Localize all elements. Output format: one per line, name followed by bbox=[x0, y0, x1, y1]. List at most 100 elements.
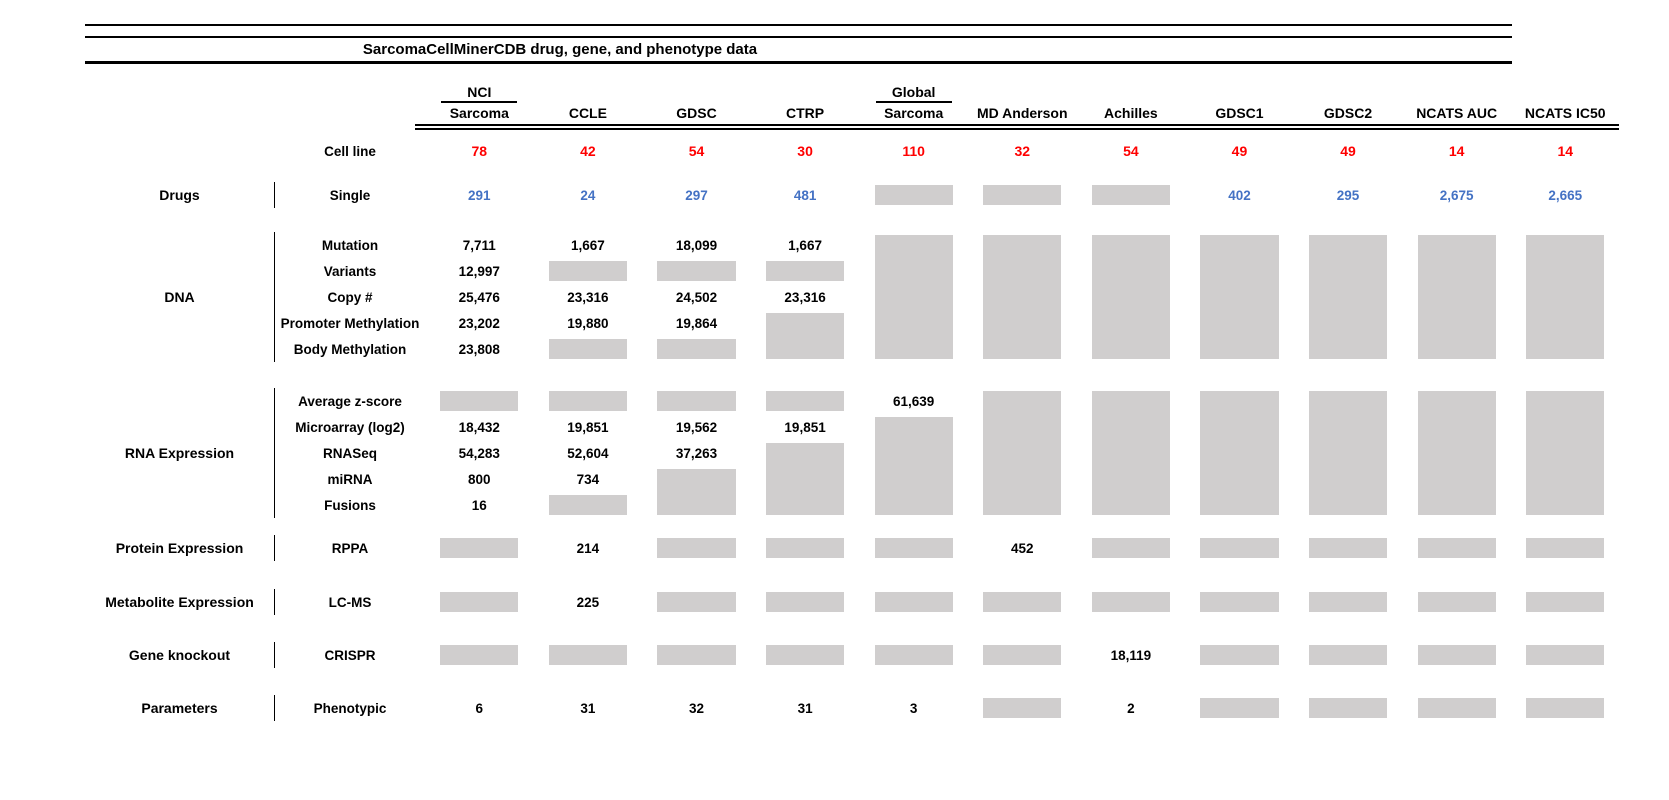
section: RNA Expression Average z-score Microarray … bbox=[85, 388, 1669, 518]
category-label: Drugs bbox=[85, 182, 275, 208]
missing-data-box bbox=[1200, 538, 1279, 558]
column-header-label: NCATS AUC bbox=[1416, 105, 1498, 121]
data-value: 23,202 bbox=[458, 315, 500, 331]
data-value: 24,502 bbox=[675, 289, 718, 305]
row-label: Mutation bbox=[321, 237, 379, 253]
missing-data-box bbox=[1091, 391, 1170, 515]
missing-data-box bbox=[1526, 645, 1605, 665]
column-header: NCATS IC50 bbox=[1511, 105, 1620, 124]
data-value: 402 bbox=[1228, 187, 1251, 203]
missing-data-box bbox=[1308, 391, 1388, 515]
data-value: 2 bbox=[1127, 700, 1135, 716]
missing-data-box bbox=[657, 339, 736, 359]
data-value: 16 bbox=[471, 497, 487, 513]
cell-line-count: 42 bbox=[580, 143, 596, 159]
column-header-label: GDSC2 bbox=[1323, 105, 1373, 121]
category-label: Gene knockout bbox=[85, 642, 275, 668]
missing-data-box bbox=[983, 698, 1062, 718]
column-header: Global Sarcoma bbox=[859, 84, 968, 124]
missing-data-box bbox=[765, 538, 845, 558]
cell-line-label: Cell line bbox=[324, 143, 376, 159]
data-value: 32 bbox=[688, 700, 704, 716]
missing-data-box bbox=[657, 538, 736, 558]
column-header-label: GDSC1 bbox=[1215, 105, 1264, 121]
data-value: 734 bbox=[576, 471, 600, 487]
cell-line-count: 14 bbox=[1557, 143, 1574, 159]
row-label: Variants bbox=[323, 263, 377, 279]
missing-data-box bbox=[548, 339, 627, 359]
row-label: miRNA bbox=[327, 471, 373, 487]
data-value: 2,665 bbox=[1548, 187, 1583, 203]
missing-data-box bbox=[765, 645, 845, 665]
data-value: 3 bbox=[909, 700, 918, 716]
cell-line-count: 78 bbox=[471, 143, 488, 159]
missing-data-box bbox=[1417, 645, 1496, 665]
data-value: 291 bbox=[468, 187, 491, 203]
data-value: 23,316 bbox=[567, 289, 609, 305]
missing-data-box bbox=[1308, 592, 1388, 612]
data-value: 23,808 bbox=[458, 341, 500, 357]
row-label: Phenotypic bbox=[313, 700, 387, 716]
missing-data-box bbox=[1200, 235, 1279, 359]
cell-line-count: 54 bbox=[1123, 143, 1139, 159]
column-header-label: Achilles bbox=[1104, 105, 1158, 121]
data-value: 37,263 bbox=[675, 445, 718, 461]
column-header-label: CCLE bbox=[568, 105, 607, 121]
missing-data-box bbox=[874, 538, 953, 558]
missing-data-box bbox=[440, 391, 519, 411]
data-value: 31 bbox=[797, 700, 813, 716]
missing-data-box bbox=[983, 235, 1062, 359]
cell-line-row: Cell line 78 42 54 30 110 32 54 49 49 14 14 bbox=[85, 138, 1669, 164]
column-header: Achilles bbox=[1077, 105, 1186, 124]
data-value: 800 bbox=[468, 471, 491, 487]
row-label: LC-MS bbox=[328, 594, 372, 610]
column-header: NCI Sarcoma bbox=[425, 84, 534, 124]
column-header: MD Anderson bbox=[968, 105, 1077, 124]
data-value: 12,997 bbox=[458, 263, 500, 279]
missing-data-box bbox=[1091, 235, 1170, 359]
section: Parameters Phenotypic 6 31 32 31 3 2 bbox=[85, 695, 1669, 721]
data-value: 18,432 bbox=[458, 419, 500, 435]
column-header-label: Sarcoma bbox=[449, 105, 509, 121]
missing-data-box bbox=[1417, 391, 1496, 515]
top-rule-outer bbox=[85, 24, 1512, 26]
data-value: 18,119 bbox=[1110, 647, 1152, 663]
row-label: Single bbox=[329, 187, 371, 203]
data-value: 295 bbox=[1336, 187, 1360, 203]
data-value: 31 bbox=[580, 700, 596, 716]
missing-data-box bbox=[440, 645, 519, 665]
cell-line-count: 49 bbox=[1231, 143, 1248, 159]
missing-data-box bbox=[983, 391, 1062, 515]
missing-data-box bbox=[1308, 538, 1388, 558]
missing-data-box bbox=[983, 592, 1062, 612]
top-rule-inner bbox=[85, 36, 1512, 38]
missing-data-box bbox=[1200, 592, 1279, 612]
missing-data-box bbox=[548, 495, 627, 515]
missing-data-box bbox=[874, 235, 953, 359]
cell-line-count: 110 bbox=[902, 143, 925, 159]
data-value: 214 bbox=[576, 540, 600, 556]
column-header: NCATS AUC bbox=[1402, 105, 1511, 124]
data-value: 7,711 bbox=[462, 237, 496, 253]
category-label: DNA bbox=[85, 232, 275, 362]
cell-line-count: 54 bbox=[688, 143, 705, 159]
column-header-label: GDSC bbox=[676, 105, 717, 121]
column-header-label: CTRP bbox=[786, 105, 825, 121]
data-value: 481 bbox=[793, 187, 817, 203]
column-header: GDSC bbox=[642, 105, 751, 124]
data-value: 19,851 bbox=[567, 419, 609, 435]
missing-data-box bbox=[1526, 698, 1605, 718]
row-label: Copy # bbox=[327, 289, 373, 305]
data-value: 297 bbox=[685, 187, 708, 203]
title-row: SarcomaCellMinerCDB drug, gene, and phen… bbox=[85, 38, 1512, 61]
row-label: Fusions bbox=[324, 497, 376, 513]
row-label: Body Methylation bbox=[293, 341, 407, 357]
missing-data-box bbox=[765, 313, 845, 359]
missing-data-box bbox=[1200, 391, 1279, 515]
missing-data-box bbox=[1308, 645, 1388, 665]
missing-data-box bbox=[983, 645, 1062, 665]
missing-data-box bbox=[1417, 592, 1496, 612]
data-value: 225 bbox=[576, 594, 600, 610]
missing-data-box bbox=[874, 645, 953, 665]
